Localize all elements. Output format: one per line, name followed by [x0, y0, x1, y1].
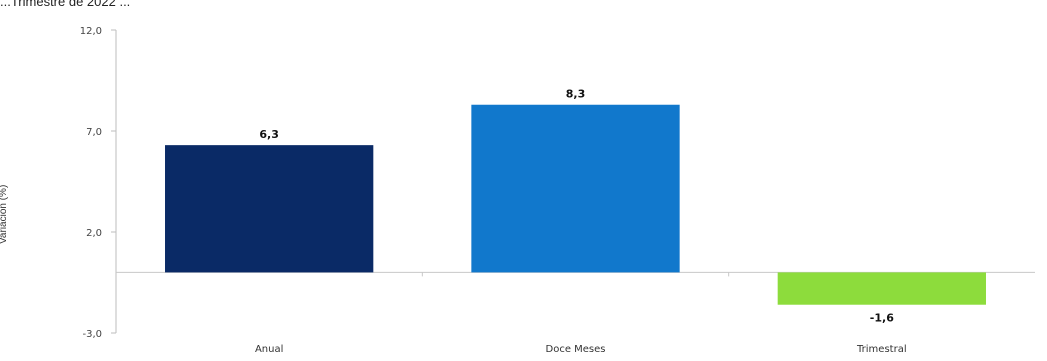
category-label: Anual [255, 344, 283, 355]
y-axis-label: Variación (%) [0, 184, 9, 244]
category-label: Trimestral [856, 344, 907, 355]
category-label: Doce Meses [546, 344, 606, 355]
y-tick-label: -3,0 [82, 329, 102, 340]
bar-anual [165, 145, 374, 273]
data-label: -1,6 [870, 312, 894, 325]
data-label: 8,3 [566, 88, 586, 101]
bar-trimestral [777, 272, 986, 305]
chart-title-partial: ...Trimestre de 2022 ... [0, 0, 131, 9]
bar-doce-meses [471, 104, 680, 273]
y-tick-label: 2,0 [86, 228, 102, 239]
y-tick-label: 12,0 [80, 26, 102, 37]
data-label: 6,3 [259, 128, 279, 141]
y-tick-label: 7,0 [86, 127, 102, 138]
